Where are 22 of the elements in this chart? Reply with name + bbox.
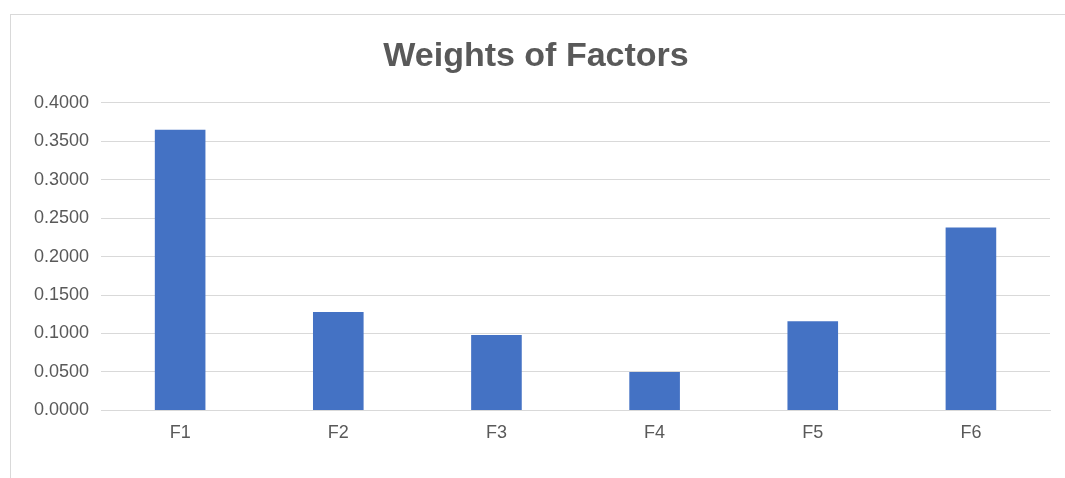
x-tick-label: F5	[802, 422, 824, 443]
y-tick-label: 0.3000	[33, 168, 90, 189]
y-tick-label: 0.2500	[33, 207, 90, 228]
bar	[312, 311, 364, 410]
x-tick-label: F3	[485, 422, 507, 443]
chart-title: Weights of Factors	[383, 34, 689, 73]
y-tick-label: 0.1500	[33, 284, 90, 305]
y-tick-label: 0.0500	[33, 360, 90, 381]
x-tick-label: F1	[169, 422, 191, 443]
y-tick-label: 0.2000	[33, 245, 90, 266]
bar	[945, 227, 997, 410]
bar	[787, 321, 839, 410]
x-tick-label: F6	[960, 422, 982, 443]
y-tick-label: 0.4000	[33, 91, 90, 112]
bar	[471, 335, 522, 410]
y-tick-label: 0.1000	[33, 322, 90, 343]
x-tick-label: F2	[327, 422, 349, 443]
x-tick-label: F4	[644, 422, 666, 443]
bar	[154, 129, 206, 410]
y-tick-label: 0.0000	[33, 399, 90, 420]
bar	[629, 371, 680, 410]
y-tick-label: 0.3500	[33, 130, 90, 151]
